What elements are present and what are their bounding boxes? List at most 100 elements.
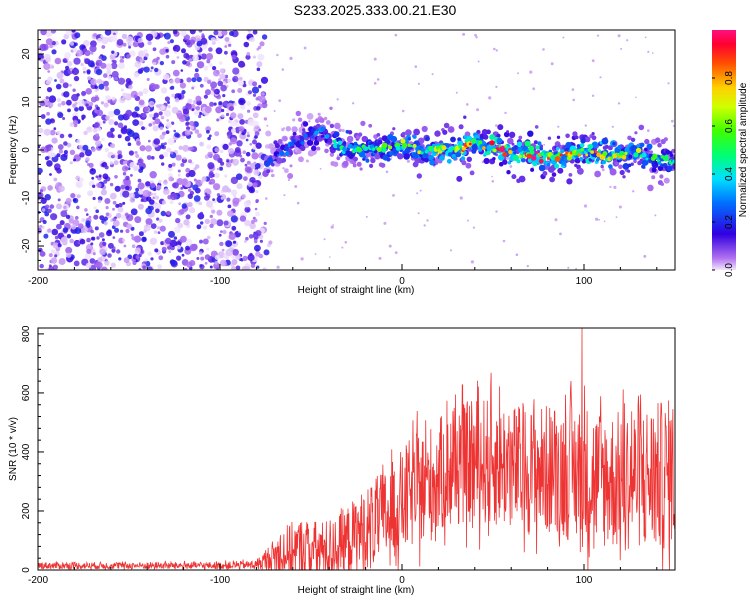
spectrogram-noise-blob: [92, 252, 96, 256]
spectrogram-ridge-blob: [641, 152, 647, 158]
spectrogram-ridge-blob: [579, 142, 585, 148]
spectrogram-noise-blob: [491, 180, 495, 183]
spectrogram-noise-blob: [174, 51, 178, 55]
spectrogram-noise-blob: [90, 51, 94, 55]
spectrogram-noise-blob: [213, 183, 221, 191]
spectrogram-noise-blob: [283, 194, 286, 197]
spectrogram-noise-blob: [101, 266, 108, 270]
spectrogram-ridge-blob: [283, 136, 288, 141]
spectrogram-ridge-blob: [554, 156, 561, 162]
spectrogram-ridge-blob: [596, 152, 601, 158]
spectrogram-noise-blob: [73, 260, 80, 267]
spectrogram-ridge-blob: [400, 138, 406, 144]
snr-x-axis-label: Height of straight line (km): [298, 585, 415, 596]
spectrogram-noise-blob: [95, 68, 103, 76]
spectrogram-noise-blob: [174, 132, 180, 138]
spectrogram-noise-blob: [98, 83, 105, 90]
spectrogram-noise-blob: [153, 112, 159, 118]
spectrogram-ridge-blob: [492, 157, 496, 161]
spectrogram-noise-blob: [65, 197, 72, 204]
spectrogram-noise-blob: [241, 194, 246, 199]
spectrogram-noise-blob: [559, 232, 562, 236]
spectrogram-noise-blob: [231, 89, 236, 94]
spectrogram-noise-blob: [43, 62, 51, 71]
spectrogram-noise-blob: [124, 185, 130, 191]
spectrogram-noise-blob: [184, 129, 191, 136]
spectrogram-noise-blob: [117, 77, 126, 85]
spectrogram-noise-blob: [58, 185, 65, 192]
spectrogram-noise-blob: [124, 135, 131, 142]
spectrogram-noise-blob: [543, 143, 546, 146]
spectrogram-noise-blob: [231, 128, 236, 134]
spectrogram-ridge-blob: [496, 133, 501, 138]
spectrogram-noise-blob: [61, 39, 67, 45]
spectrogram-noise-blob: [100, 189, 107, 196]
spectrogram-noise-blob: [215, 47, 223, 55]
spectrogram-noise-blob: [178, 145, 183, 150]
spectrogram-noise-blob: [123, 257, 130, 264]
spectrogram-noise-blob: [97, 257, 103, 263]
spectrogram-noise-blob: [89, 45, 97, 53]
spectrogram-noise-blob: [152, 196, 155, 199]
spectrogram-noise-blob: [119, 97, 126, 104]
spectrogram-noise-blob: [96, 109, 104, 117]
spectrogram-noise-blob: [137, 182, 145, 190]
spectrogram-noise-blob: [201, 43, 208, 50]
spectrogram-noise-blob: [114, 121, 119, 126]
spectrogram-noise-blob: [249, 143, 253, 146]
spectrogram-ridge-blob: [274, 142, 280, 149]
snr-x-tick-label: -100: [210, 575, 230, 586]
spectrogram-ridge-blob: [635, 152, 639, 157]
spectrogram-noise-blob: [188, 188, 192, 192]
spectrogram-noise-blob: [214, 261, 219, 265]
spectrogram-noise-blob: [46, 32, 51, 38]
spectrogram-noise-blob: [209, 265, 213, 269]
spectrogram-ridge-blob: [535, 145, 540, 150]
spectrogram-ridge-blob: [529, 150, 535, 155]
spectrogram-noise-blob: [103, 102, 109, 108]
spectrogram-noise-blob: [226, 197, 231, 202]
spectrogram-noise-blob: [101, 238, 105, 242]
spectrogram-noise-blob: [383, 221, 387, 225]
spectrogram-ridge-blob: [604, 144, 609, 149]
spectrogram-noise-blob: [114, 76, 119, 81]
spectrogram-noise-blob: [170, 193, 178, 201]
spectrogram-noise-blob: [255, 199, 259, 203]
spectrogram-ridge-blob: [621, 154, 627, 160]
spectrogram-noise-blob: [254, 131, 260, 136]
spectrogram-noise-blob: [194, 110, 200, 116]
spectrogram-noise-blob: [117, 150, 122, 156]
spectrogram-noise-blob: [38, 145, 41, 149]
spectrogram-ridge-blob: [306, 139, 314, 146]
spectrogram-noise-blob: [147, 251, 152, 256]
spectrogram-noise-blob: [240, 62, 246, 68]
spectrogram-noise-blob: [611, 125, 614, 128]
spectrogram-ridge-blob: [303, 133, 308, 138]
spectrogram-ridge-blob: [538, 164, 546, 172]
spectrogram-noise-blob: [56, 223, 62, 230]
spectrogram-ridge-blob: [630, 162, 634, 166]
spectrogram-ridge-blob: [651, 175, 656, 180]
spectrogram-ridge-blob: [576, 149, 581, 154]
spectrogram-noise-blob: [204, 89, 211, 96]
spectrogram-ridge-blob: [372, 147, 376, 151]
spectrogram-noise-blob: [249, 222, 256, 230]
spectrogram-noise-blob: [91, 236, 96, 241]
spectrogram-noise-blob: [245, 138, 249, 142]
spectrogram-noise-blob: [153, 203, 159, 209]
spectrogram-noise-blob: [509, 165, 513, 168]
spectrogram-noise-blob: [75, 216, 79, 220]
spectrogram-ridge-blob: [534, 125, 539, 129]
spectrogram-noise-blob: [82, 66, 87, 71]
spectrogram-ridge-blob: [598, 149, 601, 152]
spectrogram-ridge-blob: [421, 125, 428, 133]
spectrogram-noise-blob: [160, 105, 166, 111]
spectrogram-ridge-blob: [471, 144, 478, 151]
spectrogram-noise-blob: [157, 226, 161, 230]
spectrogram-noise-blob: [104, 165, 109, 170]
spectrogram-noise-blob: [643, 254, 647, 258]
spectrogram-noise-blob: [84, 58, 91, 65]
spectrogram-noise-blob: [232, 240, 237, 244]
spectrogram-ridge-blob: [556, 135, 561, 139]
spectrogram-noise-blob: [252, 55, 256, 59]
